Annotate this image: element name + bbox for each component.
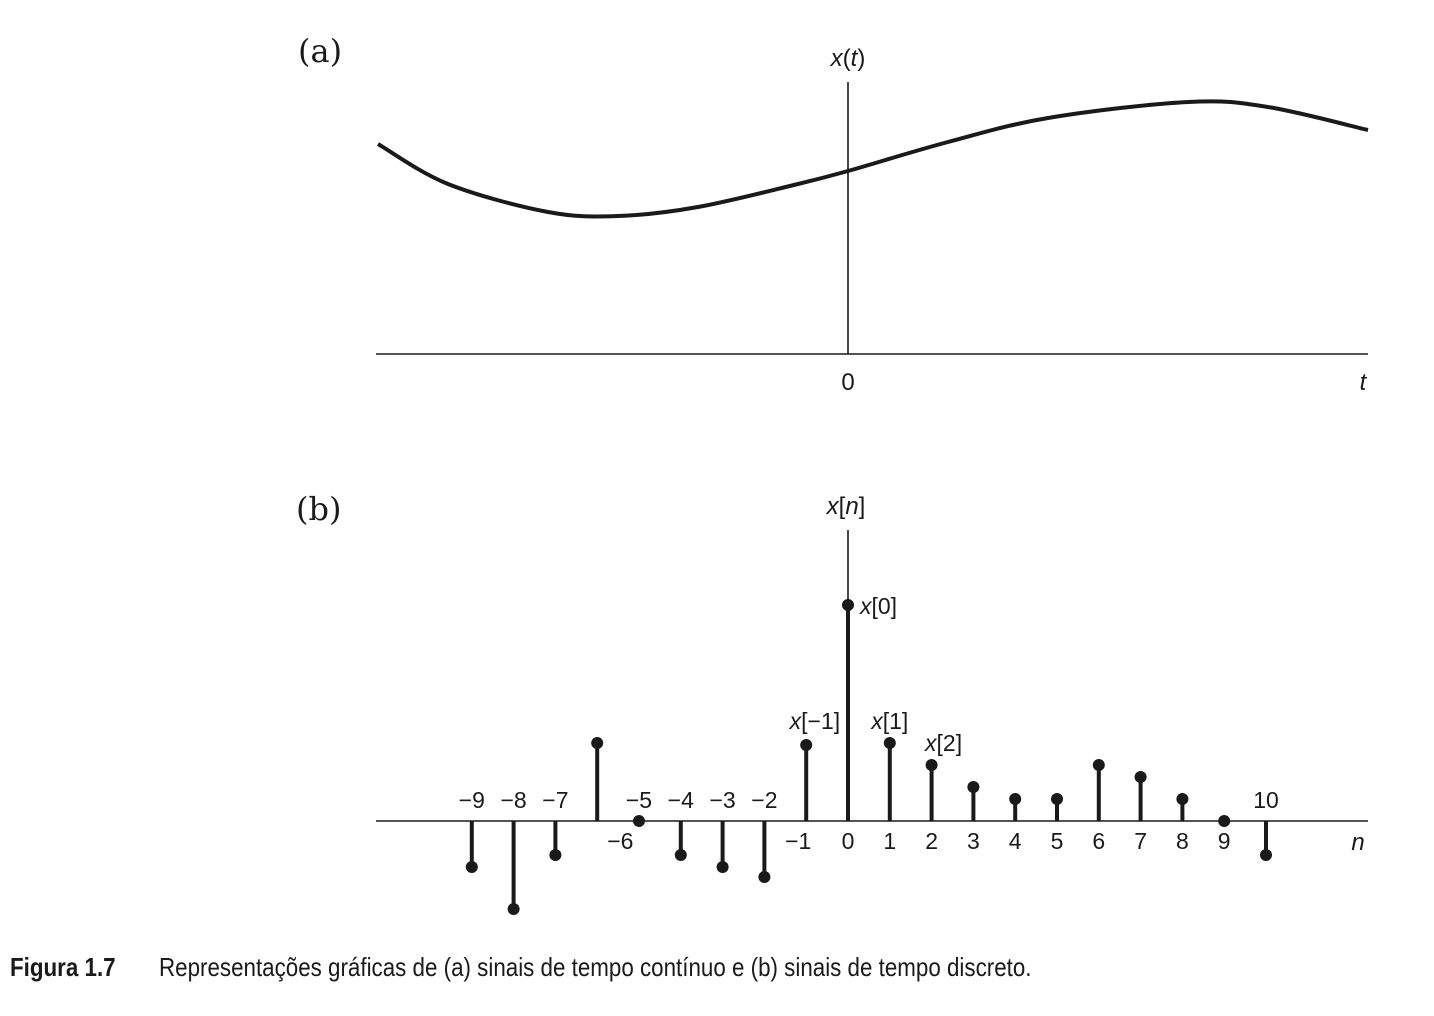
tick-label--2: −2: [751, 787, 777, 813]
tick-label--7: −7: [542, 787, 568, 813]
tick-label--6: −6: [607, 828, 633, 854]
tick-label-5: 5: [1051, 828, 1064, 854]
panel-a: (a) x(t) 0 t: [298, 32, 1369, 396]
tick-label--4: −4: [668, 787, 694, 813]
sample-dot-1: [883, 737, 896, 749]
continuous-signal-curve: [376, 99, 1369, 219]
panel-a-label: (a): [298, 32, 342, 70]
panel-b-label: (b): [296, 490, 341, 528]
tick-label--3: −3: [709, 787, 735, 813]
sample-dot--7: [549, 849, 562, 861]
sample-dot--4: [674, 849, 687, 861]
sample-dot--9: [465, 861, 478, 873]
sample-dot-0: [842, 599, 854, 611]
tick-label-8: 8: [1176, 828, 1189, 854]
tick-label-9: 9: [1218, 828, 1231, 854]
sample-dot--6: [591, 737, 604, 749]
tick-label-0: 0: [842, 828, 855, 854]
panel-b-y-axis-label: x[n]: [826, 493, 866, 520]
tick-labels: −9 −8 −7 −6 −5 −4 −3 −2 −1 0 1 2 3 4 5 6 7 8 9 10: [459, 787, 1279, 854]
panel-b: (b) x[n] n −9 −8 −7 −6 −5 −4 −3 −2 −1 0 1 2 3 4 5 6 7 8 91…: [296, 490, 1368, 915]
tick-label--1: −1: [785, 828, 811, 854]
sample-dot-3: [967, 781, 980, 793]
annotation-x-2: x[2]: [924, 730, 962, 756]
panel-a-x-axis-label: t: [1360, 369, 1368, 396]
sample-dot-8: [1176, 793, 1189, 805]
tick-label-7: 7: [1134, 828, 1147, 854]
tick-label-4: 4: [1009, 828, 1022, 854]
panel-a-y-axis-label: x(t): [830, 45, 866, 72]
annotation-x-0: x[0]: [859, 593, 897, 619]
sample-dot-9: [1218, 815, 1231, 827]
sample-dot-5: [1051, 793, 1063, 805]
stem-series: [465, 599, 1272, 915]
tick-label--5: −5: [626, 787, 652, 813]
figure-caption: Figura 1.7 Representações gráficas de (a)…: [10, 952, 1173, 983]
tick-label--9: −9: [459, 787, 485, 813]
tick-label-10: 10: [1253, 787, 1279, 813]
panel-b-x-axis-label: n: [1351, 829, 1364, 856]
caption-number: Figura 1.7: [10, 952, 116, 982]
sample-dot-6: [1092, 759, 1105, 771]
sample-dot--1: [800, 739, 813, 751]
sample-dot--5: [633, 815, 645, 827]
annotation-x--1: x[−1]: [789, 708, 841, 734]
tick-label-6: 6: [1092, 828, 1105, 854]
sample-dot-7: [1134, 771, 1147, 783]
sample-annotations: x[0] x[−1] x[1] x[2]: [789, 593, 962, 756]
tick-label-2: 2: [925, 828, 938, 854]
tick-label-3: 3: [967, 828, 980, 854]
tick-label--8: −8: [500, 787, 526, 813]
panel-a-origin-label: 0: [841, 369, 854, 396]
sample-dot-10: [1260, 849, 1272, 861]
tick-label-1: 1: [883, 828, 896, 854]
sample-dot--2: [758, 871, 771, 883]
annotation-x-1: x[1]: [870, 708, 908, 734]
caption-text: Representações gráficas de (a) sinais de…: [158, 952, 1032, 982]
sample-dot--3: [716, 861, 729, 873]
sample-dot-2: [925, 759, 938, 771]
sample-dot-4: [1009, 793, 1022, 805]
sample-dot--8: [507, 903, 520, 915]
